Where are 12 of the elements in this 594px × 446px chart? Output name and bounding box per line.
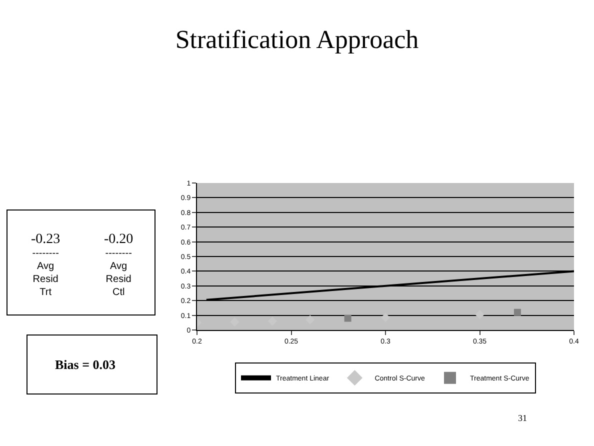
point <box>380 312 390 322</box>
text: Bias = 0.03 <box>55 357 116 372</box>
text: -0.20 -------- Avg Resid Ctl <box>104 232 134 298</box>
point <box>344 314 352 322</box>
point <box>514 308 521 316</box>
text: 31 <box>518 413 527 423</box>
point <box>268 316 277 326</box>
text: -0.23 -------- Avg Resid Trt <box>31 232 60 298</box>
chart-title: Stratification Approach <box>175 25 419 54</box>
point <box>306 315 315 324</box>
point <box>230 317 240 326</box>
point <box>475 310 484 320</box>
